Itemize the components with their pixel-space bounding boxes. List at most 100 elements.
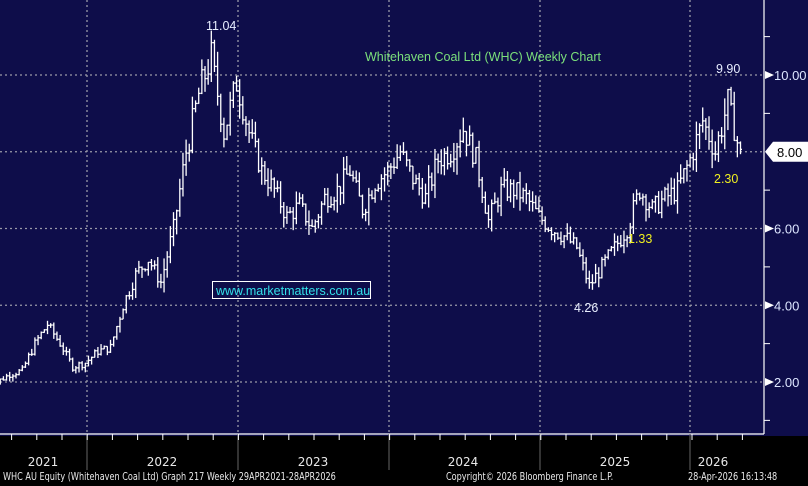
- weekly-price-bar: [5, 373, 9, 381]
- weekly-price-bar: [93, 349, 97, 358]
- weekly-price-bar: [556, 232, 560, 240]
- weekly-price-bar: [30, 348, 34, 356]
- weekly-price-bar: [527, 189, 531, 212]
- weekly-price-bar: [619, 234, 623, 248]
- weekly-price-bar: [395, 144, 399, 169]
- weekly-price-bar: [275, 180, 279, 193]
- weekly-price-bar: [537, 196, 541, 213]
- footer-security-info: WHC AU Equity (Whitehaven Coal Ltd) Grap…: [3, 471, 336, 483]
- y-tick-label: 2.00: [774, 375, 799, 390]
- weekly-price-bar: [477, 140, 481, 188]
- weekly-price-bar: [487, 204, 491, 228]
- weekly-price-bar: [446, 146, 450, 170]
- weekly-price-bar: [162, 258, 166, 293]
- x-axis: 2021 2022 2023 2024 2025 2026: [11, 434, 743, 470]
- weekly-price-bar: [616, 235, 620, 252]
- weekly-price-bar: [568, 226, 572, 244]
- weekly-price-bar: [376, 183, 380, 192]
- weekly-price-bar: [647, 202, 651, 218]
- weekly-price-bar: [499, 176, 503, 217]
- weekly-price-bar: [707, 116, 711, 150]
- price-bars: [0, 30, 743, 385]
- weekly-price-bar: [590, 274, 594, 290]
- weekly-price-bar: [524, 183, 528, 205]
- weekly-price-bar: [212, 39, 216, 72]
- y-tick-label: 4.00: [774, 298, 799, 313]
- weekly-price-bar: [578, 242, 582, 258]
- weekly-price-bar: [534, 195, 538, 210]
- weekly-price-bar: [187, 143, 191, 162]
- weekly-price-bar: [408, 159, 412, 172]
- weekly-price-bar: [146, 261, 150, 276]
- weekly-price-bar: [389, 163, 393, 179]
- weekly-price-bar: [307, 210, 311, 235]
- weekly-price-bar: [442, 148, 446, 176]
- weekly-price-bar: [219, 93, 223, 133]
- current-price-tag: [765, 141, 808, 162]
- weekly-price-bar: [732, 91, 736, 142]
- weekly-price-bar: [364, 208, 368, 222]
- weekly-price-bar: [109, 339, 113, 353]
- weekly-price-bar: [461, 117, 465, 143]
- plot-background: [0, 0, 808, 436]
- weekly-price-bar: [694, 121, 698, 172]
- weekly-price-bar: [304, 203, 308, 226]
- weekly-price-bar: [401, 142, 405, 156]
- weekly-price-bar: [392, 157, 396, 174]
- weekly-price-bar: [559, 231, 563, 246]
- weekly-price-bar: [131, 282, 135, 300]
- weekly-price-bar: [594, 263, 598, 284]
- weekly-price-bar: [679, 164, 683, 184]
- weekly-price-bar: [739, 141, 743, 155]
- y-tick-marker: [765, 224, 774, 233]
- weekly-price-bar: [691, 152, 695, 171]
- weekly-price-bar: [332, 196, 336, 211]
- weekly-price-bar: [20, 365, 24, 372]
- weekly-price-bar: [676, 172, 680, 214]
- weekly-price-bar: [291, 207, 295, 231]
- weekly-price-bar: [546, 227, 550, 233]
- weekly-price-bar: [572, 232, 576, 245]
- website-link[interactable]: www.marketmatters.com.au: [215, 284, 370, 298]
- y-tick-label: 6.00: [774, 222, 799, 237]
- weekly-price-bar: [257, 138, 261, 173]
- weekly-price-bar: [531, 191, 535, 212]
- weekly-price-bar: [244, 116, 248, 137]
- weekly-price-bar: [335, 173, 339, 213]
- weekly-price-bar: [581, 249, 585, 271]
- weekly-price-bar: [320, 201, 324, 225]
- website-link-box[interactable]: www.marketmatters.com.au: [212, 281, 371, 299]
- weekly-price-bar: [46, 320, 50, 335]
- weekly-price-bar: [713, 141, 717, 161]
- weekly-price-bar: [96, 346, 100, 359]
- weekly-price-bar: [660, 190, 664, 219]
- weekly-price-bar: [149, 258, 153, 271]
- y-tick-marker: [765, 71, 774, 79]
- weekly-price-bar: [184, 139, 188, 176]
- price-annotation: 1.33: [628, 232, 652, 246]
- weekly-price-bar: [357, 172, 361, 197]
- weekly-price-bar: [159, 273, 163, 289]
- weekly-price-bar: [550, 227, 554, 241]
- weekly-price-bar: [17, 368, 21, 376]
- weekly-price-bar: [253, 121, 257, 148]
- x-tick-label: 2022: [147, 455, 178, 469]
- weekly-price-bar: [723, 98, 727, 150]
- current-price-label: 8.00: [777, 145, 802, 160]
- weekly-price-bar: [354, 170, 358, 183]
- weekly-price-bar: [118, 316, 122, 333]
- weekly-price-bar: [14, 372, 18, 379]
- weekly-price-bar: [23, 361, 27, 368]
- weekly-price-bar: [175, 209, 179, 235]
- weekly-price-bar: [282, 202, 286, 228]
- weekly-price-bar: [663, 186, 667, 202]
- y-tick-marker: [765, 378, 774, 386]
- y-tick-marker: [765, 301, 774, 310]
- weekly-price-bar: [609, 246, 613, 252]
- weekly-price-bar: [464, 130, 468, 157]
- weekly-price-bar: [379, 174, 383, 201]
- weekly-price-bar: [83, 362, 87, 373]
- weekly-price-bar: [631, 193, 635, 234]
- weekly-price-bar: [565, 223, 569, 241]
